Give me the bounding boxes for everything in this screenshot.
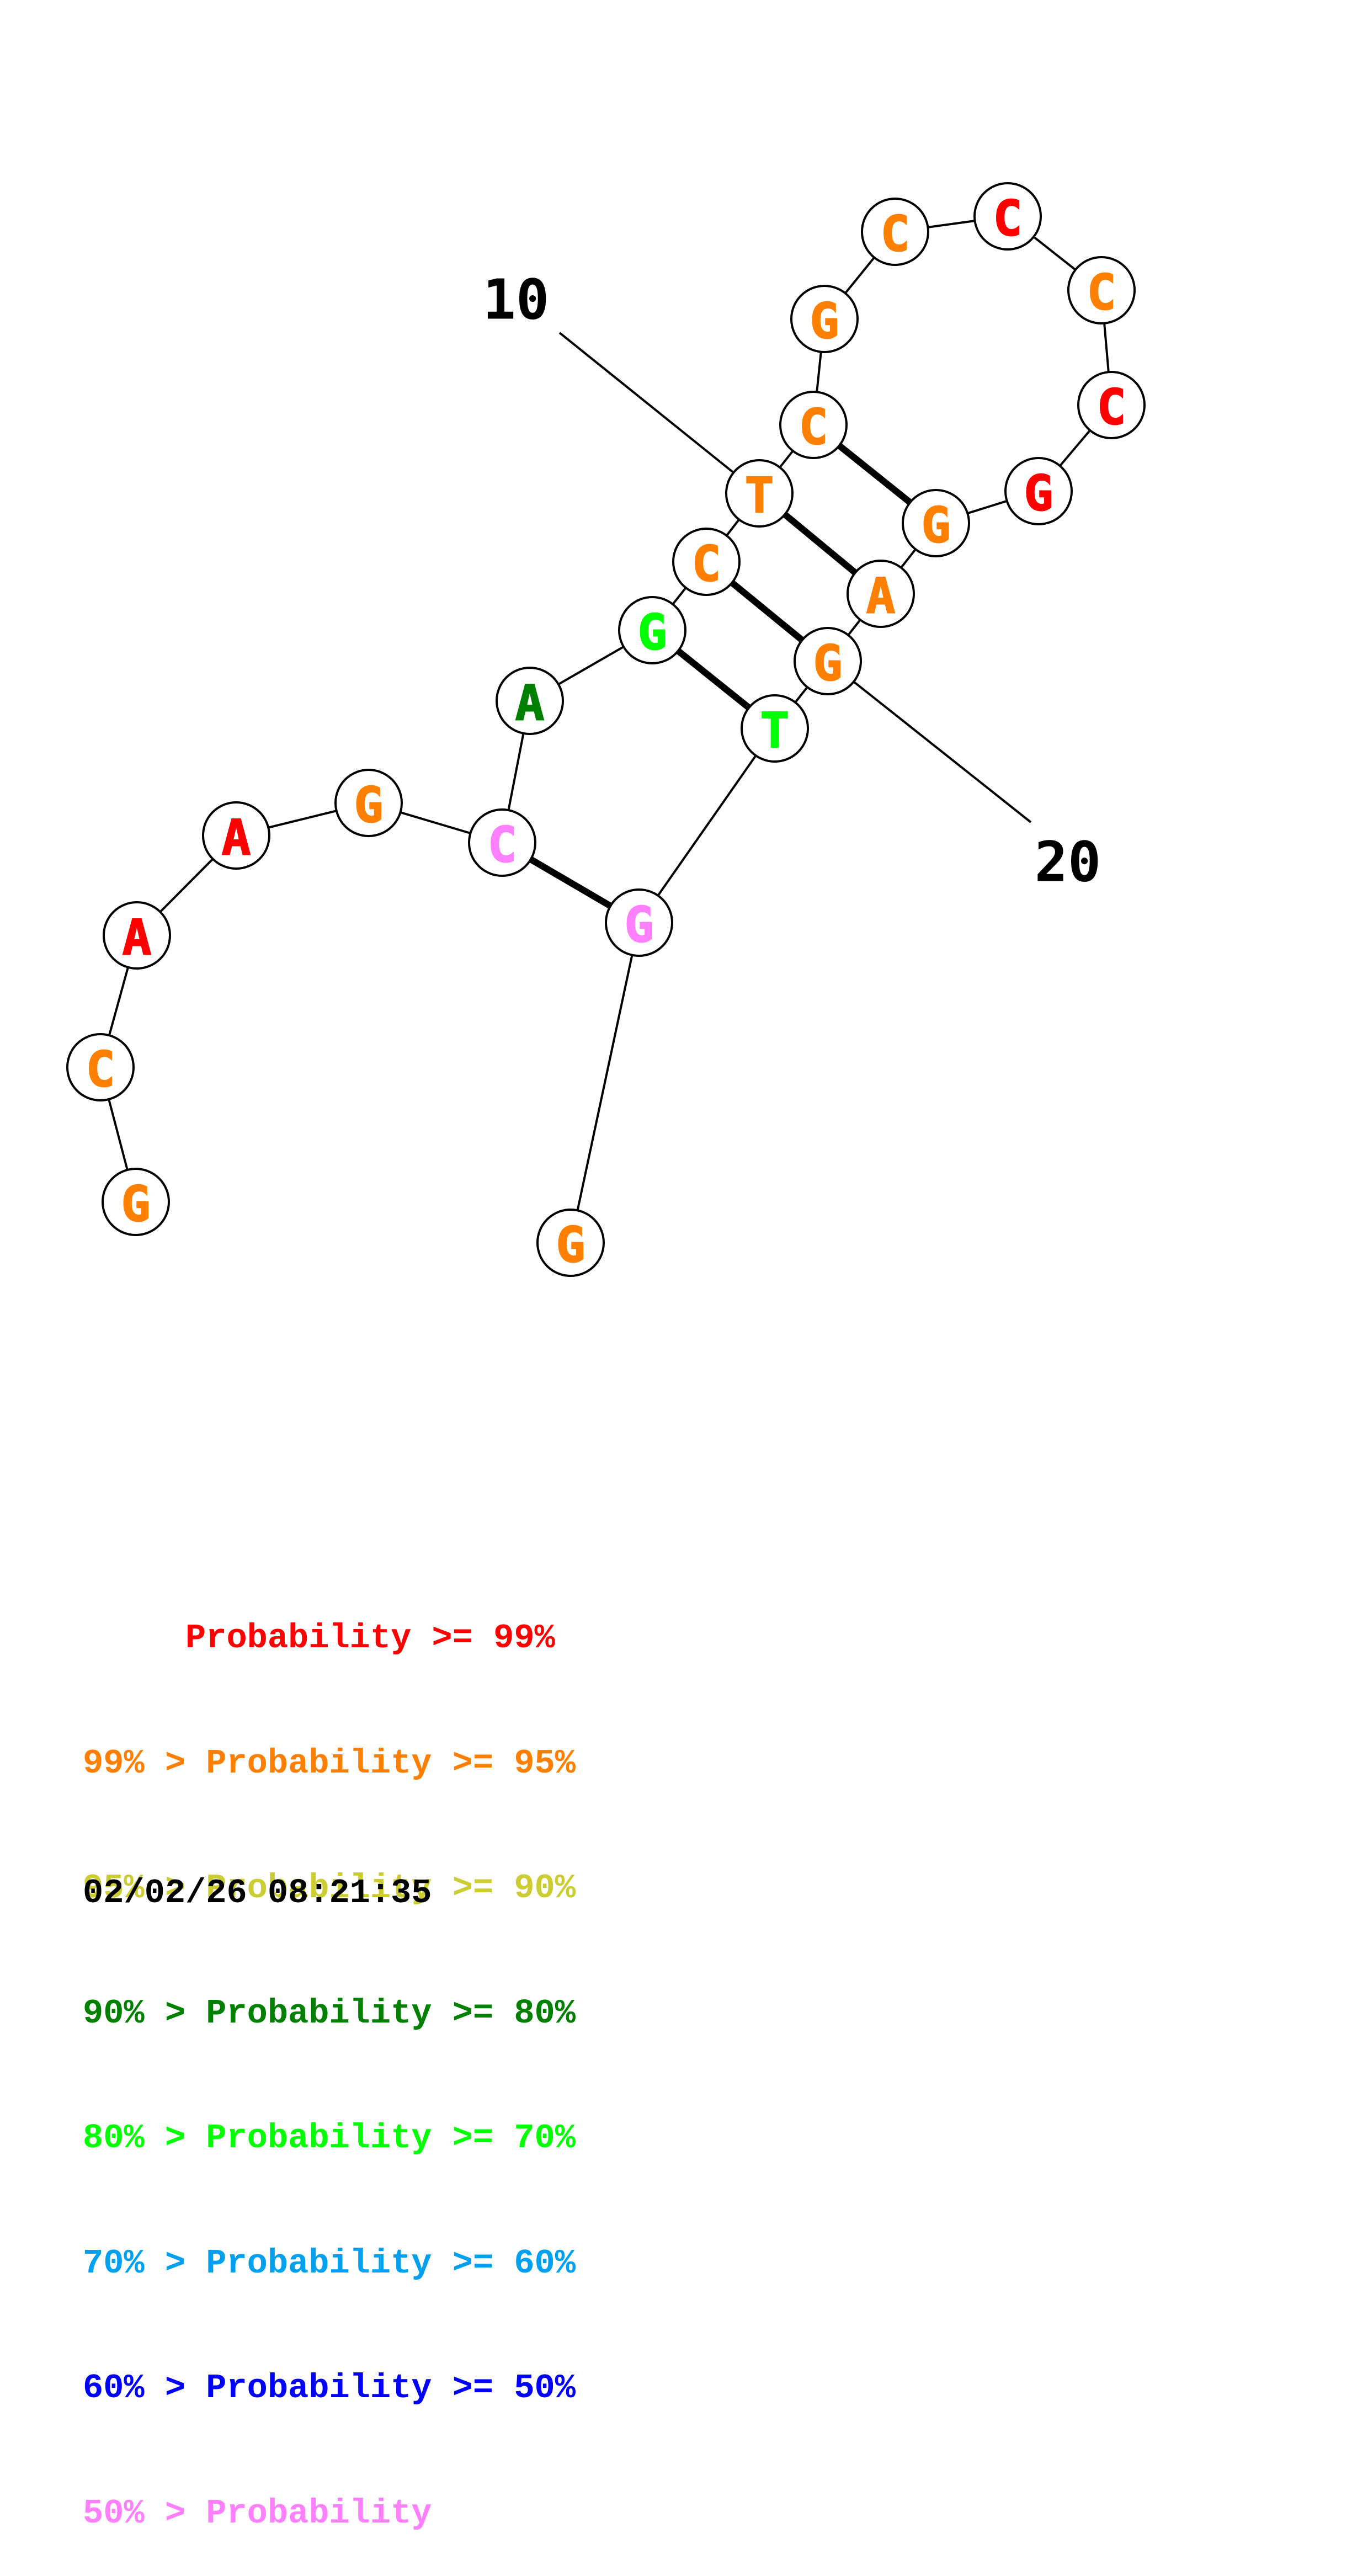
legend-entry: 90% > Probability >= 80%	[83, 1993, 576, 2033]
position-label-leaders	[558, 332, 1032, 823]
nucleotide-base-label: C	[86, 1041, 115, 1098]
nucleotide-circle	[1067, 256, 1136, 324]
nucleotide-circle	[1004, 457, 1073, 525]
nucleotide-node: C	[1077, 371, 1146, 439]
nucleotide-node: G	[102, 1168, 170, 1236]
nucleotide-node: A	[103, 901, 171, 970]
nucleotide-node: G	[605, 888, 673, 957]
nucleotide-circle	[725, 459, 794, 528]
nucleotide-circle	[103, 901, 171, 970]
nucleotide-node: C	[66, 1033, 135, 1101]
nucleotide-base-label: C	[799, 399, 828, 456]
nucleotide-node: C	[973, 182, 1042, 251]
nucleotide-node: G	[1004, 457, 1073, 525]
legend-entry: 50% > Probability	[83, 2493, 432, 2533]
nucleotide-base-label: T	[760, 702, 790, 759]
nucleotide-circle	[902, 489, 970, 557]
nucleotide-node: C	[779, 391, 848, 459]
position-label-10: 10	[483, 268, 549, 332]
nucleotide-circle	[468, 808, 536, 877]
nucleotide-circle	[66, 1033, 135, 1101]
nucleotide-base-label: A	[515, 675, 545, 732]
nucleotide-circle	[794, 627, 862, 695]
nucleotide-base-label: G	[354, 777, 384, 834]
backbone-link	[638, 727, 776, 924]
position-labels: 10 20	[483, 268, 1101, 895]
timestamp: 02/02/26 08:21:35	[83, 1874, 432, 1913]
nucleotide-circle	[1077, 371, 1146, 439]
nucleotide-base-label: C	[692, 536, 721, 593]
nucleotide-node: G	[334, 769, 403, 837]
legend-entry: 60% > Probability >= 50%	[83, 2369, 576, 2408]
nucleotide-circle	[973, 182, 1042, 251]
nucleotide-circle	[847, 560, 915, 628]
nucleotide-base-label: G	[813, 635, 843, 692]
nucleotide-circle	[779, 391, 848, 459]
nucleotide-circle	[618, 596, 686, 664]
nucleotide-circle	[672, 528, 741, 596]
legend-entry: 99% > Probability >= 95%	[83, 1743, 576, 1783]
backbone-link	[569, 922, 640, 1243]
legend-entry: Probability >= 99%	[83, 1619, 555, 1658]
nucleotide-node: C	[672, 528, 741, 596]
nucleotide-base-label: G	[922, 497, 951, 554]
nucleotide-base-label: C	[993, 190, 1023, 247]
probability-legend: Probability >= 99% 99% > Probability >= …	[83, 1534, 576, 2576]
nucleotide-node: G	[790, 285, 859, 353]
nucleotide-circle	[605, 888, 673, 957]
nucleotide-node: A	[496, 667, 564, 735]
base-pair-links	[500, 422, 938, 926]
nucleotide-base-label: T	[745, 467, 774, 524]
nucleotide-base-label: A	[866, 568, 896, 625]
nucleotide-base-label: G	[556, 1217, 585, 1274]
nucleotide-node: C	[861, 198, 929, 266]
position-label-20: 20	[1035, 830, 1101, 895]
nucleotide-node: C	[1067, 256, 1136, 324]
nucleotide-circle	[334, 769, 403, 837]
nucleotide-base-label: C	[1087, 264, 1116, 321]
nucleotide-node: T	[741, 694, 809, 763]
nucleotide-base-label: C	[488, 817, 517, 874]
nucleotide-circle	[102, 1168, 170, 1236]
nucleotide-circle	[790, 285, 859, 353]
nucleotide-circle	[536, 1209, 605, 1277]
nucleotide-circle	[741, 694, 809, 763]
legend-entry: 95% > Probability >= 90%	[83, 1869, 576, 1908]
nucleotide-base-label: G	[625, 897, 654, 954]
legend-entry: 70% > Probability >= 60%	[83, 2243, 576, 2283]
nucleotide-base-label: G	[638, 604, 667, 661]
nucleotide-circle	[202, 801, 270, 870]
nucleotide-base-label: C	[1097, 379, 1126, 436]
nucleotide-node: C	[468, 808, 536, 877]
nucleotide-node: G	[902, 489, 970, 557]
position-label-leader	[827, 660, 1032, 823]
nucleotide-base-label: G	[1024, 465, 1053, 522]
nucleotide-node: A	[847, 560, 915, 628]
nucleotide-node: A	[202, 801, 270, 870]
nucleotide-base-label: G	[810, 293, 839, 350]
nucleotide-node: G	[536, 1209, 605, 1277]
position-label-leader	[558, 332, 760, 494]
nucleotide-node: G	[794, 627, 862, 695]
nucleotide-circle	[861, 198, 929, 266]
nucleotide-circle	[496, 667, 564, 735]
nucleotide-node: T	[725, 459, 794, 528]
nucleotide-base-label: A	[123, 909, 152, 966]
nucleotide-node: G	[618, 596, 686, 664]
nucleotide-base-label: C	[881, 206, 910, 263]
nucleotide-base-label: A	[222, 810, 251, 866]
nucleotide-base-label: G	[121, 1176, 151, 1233]
legend-entry: 80% > Probability >= 70%	[83, 2119, 576, 2158]
